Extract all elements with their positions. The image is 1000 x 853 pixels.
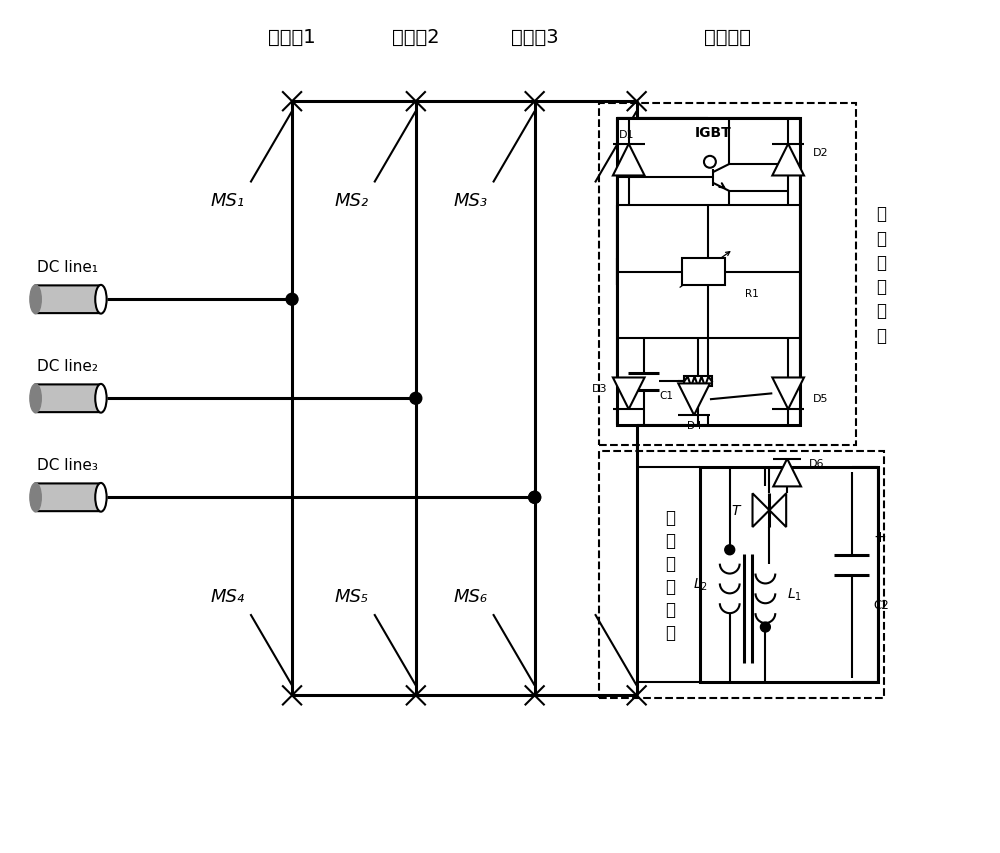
Text: C1: C1: [659, 391, 673, 401]
Text: D4: D4: [687, 421, 701, 431]
Text: 主支路2: 主支路2: [392, 28, 440, 47]
Circle shape: [286, 294, 298, 306]
Bar: [682, 258, 725, 286]
Text: MS₆: MS₆: [453, 588, 487, 606]
FancyBboxPatch shape: [36, 286, 99, 314]
Ellipse shape: [30, 385, 41, 413]
Polygon shape: [772, 145, 804, 177]
Bar: [684, 377, 712, 387]
Text: D2: D2: [813, 148, 829, 158]
Text: C2: C2: [873, 598, 889, 611]
Text: MS₃: MS₃: [453, 192, 487, 210]
Text: MS₄: MS₄: [211, 588, 245, 606]
Polygon shape: [772, 378, 804, 409]
Circle shape: [704, 157, 716, 169]
Text: DC line₂: DC line₂: [37, 358, 98, 373]
Text: 负
载
转
移
开
关: 负 载 转 移 开 关: [876, 205, 886, 345]
FancyBboxPatch shape: [36, 385, 99, 413]
Text: +: +: [873, 530, 886, 545]
Circle shape: [529, 492, 541, 503]
Text: MS₁: MS₁: [211, 192, 245, 210]
Ellipse shape: [95, 385, 107, 413]
Text: MOV: MOV: [687, 264, 716, 276]
Polygon shape: [678, 384, 710, 415]
Polygon shape: [613, 378, 645, 409]
Text: $L_1$: $L_1$: [787, 585, 802, 602]
Polygon shape: [613, 145, 645, 177]
Bar: [700, 467, 878, 682]
Circle shape: [410, 393, 422, 404]
Circle shape: [725, 545, 735, 555]
Text: D1: D1: [619, 130, 635, 140]
Polygon shape: [773, 459, 801, 487]
Text: 转移支路: 转移支路: [704, 28, 751, 47]
Text: 耦
合
负
压
回
路: 耦 合 负 压 回 路: [665, 508, 675, 641]
FancyBboxPatch shape: [36, 484, 99, 512]
Text: IGBT: IGBT: [695, 125, 732, 140]
Text: MS₅: MS₅: [334, 588, 369, 606]
Circle shape: [529, 492, 541, 503]
Polygon shape: [753, 494, 769, 527]
Text: D6: D6: [809, 458, 824, 468]
Text: T: T: [731, 503, 740, 518]
Text: $L_2$: $L_2$: [693, 576, 708, 592]
Polygon shape: [769, 494, 786, 527]
Bar: [617, 119, 800, 426]
Text: R1: R1: [745, 289, 759, 299]
Text: D3: D3: [591, 384, 607, 394]
Ellipse shape: [95, 484, 107, 512]
Circle shape: [760, 623, 770, 632]
Text: 主支路3: 主支路3: [511, 28, 558, 47]
Text: MS₂: MS₂: [334, 192, 369, 210]
Text: DC line₁: DC line₁: [37, 259, 98, 274]
Text: 主支路1: 主支路1: [268, 28, 316, 47]
Bar: [599, 104, 856, 445]
Text: D5: D5: [813, 394, 828, 403]
Ellipse shape: [95, 286, 107, 314]
Bar: [599, 451, 884, 699]
Ellipse shape: [30, 484, 41, 512]
Text: DC line₃: DC line₃: [37, 457, 98, 472]
Ellipse shape: [30, 286, 41, 314]
